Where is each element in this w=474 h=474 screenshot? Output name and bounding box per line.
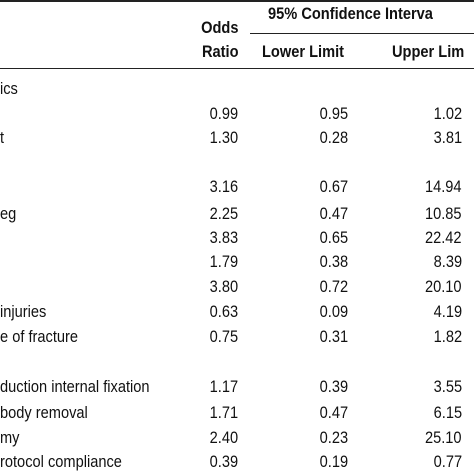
header-rule [0,68,474,69]
odds-ratio-value: 3.80 [209,277,238,296]
upper-limit-value: 6.15 [433,403,462,422]
upper-limit-value: 22.42 [425,228,462,247]
lower-limit-value: 0.72 [319,277,348,296]
lower-limit-value: 0.09 [319,302,348,321]
upper-limit-value: 1.82 [433,327,462,346]
row-label: e of fracture [0,327,79,346]
upper-limit-value: 3.81 [433,128,462,147]
section-label: ics [0,79,18,98]
row-label: rotocol compliance [0,452,122,471]
row-label: my [0,428,20,447]
lower-limit-value: 0.65 [319,228,348,247]
odds-ratio-value: 1.17 [209,377,238,396]
upper-limit-value: 10.85 [425,204,462,223]
lower-limit-value: 0.39 [319,377,348,396]
odds-ratio-value: 0.99 [209,104,238,123]
lower-limit-value: 0.23 [319,428,348,447]
row-label: duction internal fixation [0,377,150,396]
odds-ratio-value: 0.39 [209,452,238,471]
upper-limit-value: 0.77 [433,452,462,471]
upper-limit-header: Upper Lim [392,42,465,61]
row-label: injuries [0,302,47,321]
lower-limit-value: 0.19 [319,452,348,471]
odds-ratio-value: 1.71 [209,403,238,422]
lower-limit-value: 0.38 [319,252,348,271]
upper-limit-value: 20.10 [425,277,462,296]
odds-ratio-value: 0.63 [209,302,238,321]
odds-ratio-value: 3.16 [209,177,238,196]
odds-ratio-value: 1.30 [209,128,238,147]
odds-ratio-value: 1.79 [209,252,238,271]
confidence-interval-header: 95% Confidence Interva [268,4,433,23]
lower-limit-value: 0.95 [319,104,348,123]
upper-limit-value: 1.02 [433,104,462,123]
odds-ratio-header-top: Odds [200,18,238,37]
lower-limit-value: 0.67 [319,177,348,196]
odds-ratio-value: 2.40 [209,428,238,447]
lower-limit-header: Lower Limit [262,42,345,61]
row-label: body removal [0,403,88,422]
upper-limit-value: 14.94 [425,177,462,196]
upper-limit-value: 4.19 [433,302,462,321]
odds-ratio-value: 3.83 [209,228,238,247]
upper-limit-value: 25.10 [425,428,462,447]
upper-limit-value: 8.39 [433,252,462,271]
upper-limit-value: 3.55 [433,377,462,396]
lower-limit-value: 0.28 [319,128,348,147]
lower-limit-value: 0.31 [319,327,348,346]
row-label: t [0,128,5,147]
lower-limit-value: 0.47 [319,403,348,422]
lower-limit-value: 0.47 [319,204,348,223]
ci-underline [250,33,474,34]
odds-ratio-value: 0.75 [209,327,238,346]
odds-ratio-value: 2.25 [209,204,238,223]
odds-ratio-header-bottom: Ratio [201,42,238,61]
top-rule [0,0,474,2]
row-label: eg [0,204,17,223]
